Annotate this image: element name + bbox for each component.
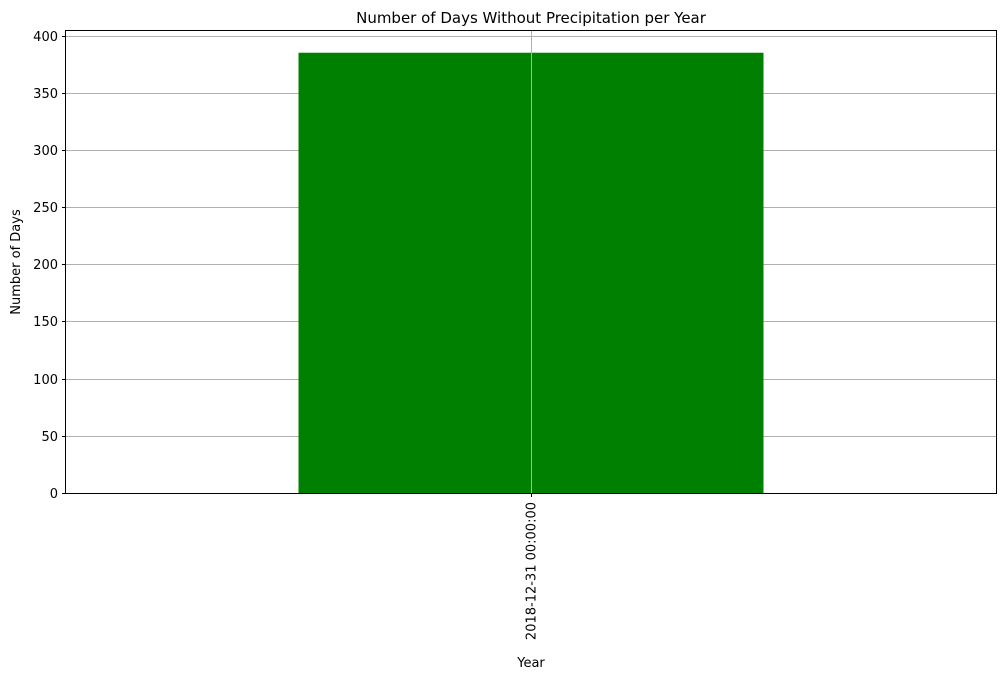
y-tick-label: 0 (50, 487, 58, 502)
y-tick-label: 200 (33, 258, 58, 273)
chart-title: Number of Days Without Precipitation per… (356, 9, 707, 27)
y-axis-ticks: 0 50 100 150 200 250 300 350 400 (33, 30, 66, 502)
x-axis-title: Year (516, 656, 545, 671)
x-tick-label: 2018-12-31 00:00:00 (525, 502, 540, 640)
y-tick-label: 250 (33, 201, 58, 216)
y-tick-label: 50 (41, 430, 58, 445)
y-tick-label: 100 (33, 373, 58, 388)
y-tick-label: 150 (33, 315, 58, 330)
y-tick-label: 400 (33, 30, 58, 45)
x-axis-ticks: 2018-12-31 00:00:00 (525, 493, 540, 640)
y-tick-label: 350 (33, 87, 58, 102)
y-axis-title: Number of Days (9, 209, 24, 315)
y-tick-label: 300 (33, 144, 58, 159)
